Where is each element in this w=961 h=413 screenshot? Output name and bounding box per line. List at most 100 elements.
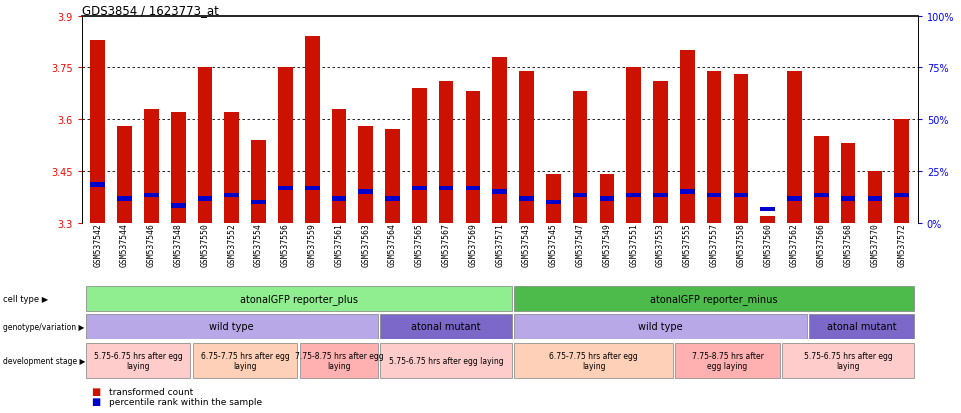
Bar: [787, 197, 801, 201]
Text: GSM537545: GSM537545: [549, 223, 557, 267]
Text: wild type: wild type: [638, 322, 683, 332]
Bar: [653, 193, 668, 198]
FancyBboxPatch shape: [86, 287, 512, 311]
Bar: [439, 82, 454, 223]
FancyBboxPatch shape: [381, 314, 512, 339]
Bar: [144, 109, 159, 223]
Bar: [224, 193, 239, 198]
Bar: [787, 71, 801, 223]
Bar: [278, 68, 293, 223]
Bar: [144, 193, 159, 198]
Bar: [198, 68, 212, 223]
Bar: [198, 197, 212, 201]
Text: 7.75-8.75 hrs after egg
laying: 7.75-8.75 hrs after egg laying: [295, 351, 383, 370]
Bar: [171, 204, 185, 208]
Bar: [733, 193, 749, 198]
Bar: [733, 75, 749, 223]
Text: GSM537560: GSM537560: [763, 223, 773, 267]
Bar: [841, 197, 855, 201]
Bar: [224, 113, 239, 223]
Bar: [385, 197, 400, 201]
Bar: [627, 68, 641, 223]
Text: GSM537548: GSM537548: [174, 223, 183, 267]
Text: ■: ■: [91, 387, 101, 396]
Text: GSM537557: GSM537557: [709, 223, 719, 267]
Bar: [305, 186, 319, 191]
Text: atonalGFP reporter_minus: atonalGFP reporter_minus: [651, 294, 777, 304]
Bar: [117, 127, 132, 223]
Bar: [492, 58, 507, 223]
Text: GSM537550: GSM537550: [201, 223, 209, 267]
FancyBboxPatch shape: [86, 314, 378, 339]
Text: 6.75-7.75 hrs after egg
laying: 6.75-7.75 hrs after egg laying: [201, 351, 289, 370]
Bar: [814, 137, 828, 223]
Text: 7.75-8.75 hrs after
egg laying: 7.75-8.75 hrs after egg laying: [692, 351, 763, 370]
Text: 5.75-6.75 hrs after egg
laying: 5.75-6.75 hrs after egg laying: [803, 351, 893, 370]
Bar: [117, 197, 132, 201]
Bar: [251, 140, 266, 223]
Text: GSM537565: GSM537565: [415, 223, 424, 267]
FancyBboxPatch shape: [300, 343, 378, 378]
Text: GSM537542: GSM537542: [93, 223, 102, 267]
Bar: [841, 144, 855, 223]
Text: 5.75-6.75 hrs after egg laying: 5.75-6.75 hrs after egg laying: [389, 356, 504, 365]
Text: GSM537544: GSM537544: [120, 223, 129, 267]
Bar: [412, 89, 427, 223]
Text: GSM537552: GSM537552: [227, 223, 236, 267]
Bar: [895, 120, 909, 223]
Text: GSM537554: GSM537554: [254, 223, 263, 267]
FancyBboxPatch shape: [86, 343, 190, 378]
Bar: [492, 190, 507, 194]
Bar: [600, 197, 614, 201]
Bar: [895, 193, 909, 198]
Bar: [627, 193, 641, 198]
Text: GSM537547: GSM537547: [576, 223, 584, 267]
Bar: [465, 186, 480, 191]
Text: GSM537556: GSM537556: [281, 223, 290, 267]
Text: GDS3854 / 1623773_at: GDS3854 / 1623773_at: [82, 4, 218, 17]
Bar: [680, 190, 695, 194]
Bar: [251, 200, 266, 204]
Text: percentile rank within the sample: percentile rank within the sample: [109, 397, 261, 406]
Text: GSM537570: GSM537570: [871, 223, 879, 267]
Bar: [868, 171, 882, 223]
Text: genotype/variation ▶: genotype/variation ▶: [3, 322, 85, 331]
Bar: [706, 193, 722, 198]
Text: GSM537553: GSM537553: [656, 223, 665, 267]
Bar: [332, 197, 346, 201]
Text: GSM537561: GSM537561: [334, 223, 343, 267]
Bar: [573, 92, 587, 223]
Bar: [706, 71, 722, 223]
Text: GSM537559: GSM537559: [308, 223, 316, 267]
Text: ■: ■: [91, 396, 101, 406]
Bar: [653, 82, 668, 223]
Text: wild type: wild type: [209, 322, 254, 332]
Text: 5.75-6.75 hrs after egg
laying: 5.75-6.75 hrs after egg laying: [93, 351, 183, 370]
Bar: [868, 197, 882, 201]
Text: GSM537563: GSM537563: [361, 223, 370, 267]
Bar: [90, 40, 105, 223]
Bar: [439, 186, 454, 191]
Text: development stage ▶: development stage ▶: [3, 356, 86, 365]
Text: GSM537571: GSM537571: [495, 223, 505, 267]
Bar: [546, 200, 560, 204]
FancyBboxPatch shape: [809, 314, 914, 339]
Bar: [305, 37, 319, 223]
Text: transformed count: transformed count: [109, 387, 193, 396]
Text: GSM537562: GSM537562: [790, 223, 799, 267]
FancyBboxPatch shape: [193, 343, 297, 378]
Bar: [546, 175, 560, 223]
Text: GSM537572: GSM537572: [898, 223, 906, 267]
Text: GSM537567: GSM537567: [442, 223, 451, 267]
Bar: [358, 190, 373, 194]
Bar: [680, 51, 695, 223]
FancyBboxPatch shape: [514, 287, 914, 311]
Text: GSM537566: GSM537566: [817, 223, 825, 267]
Text: GSM537546: GSM537546: [147, 223, 156, 267]
Bar: [465, 92, 480, 223]
Bar: [573, 193, 587, 198]
FancyBboxPatch shape: [676, 343, 779, 378]
Text: atonal mutant: atonal mutant: [826, 322, 897, 332]
Text: GSM537558: GSM537558: [736, 223, 746, 267]
Text: GSM537569: GSM537569: [468, 223, 478, 267]
